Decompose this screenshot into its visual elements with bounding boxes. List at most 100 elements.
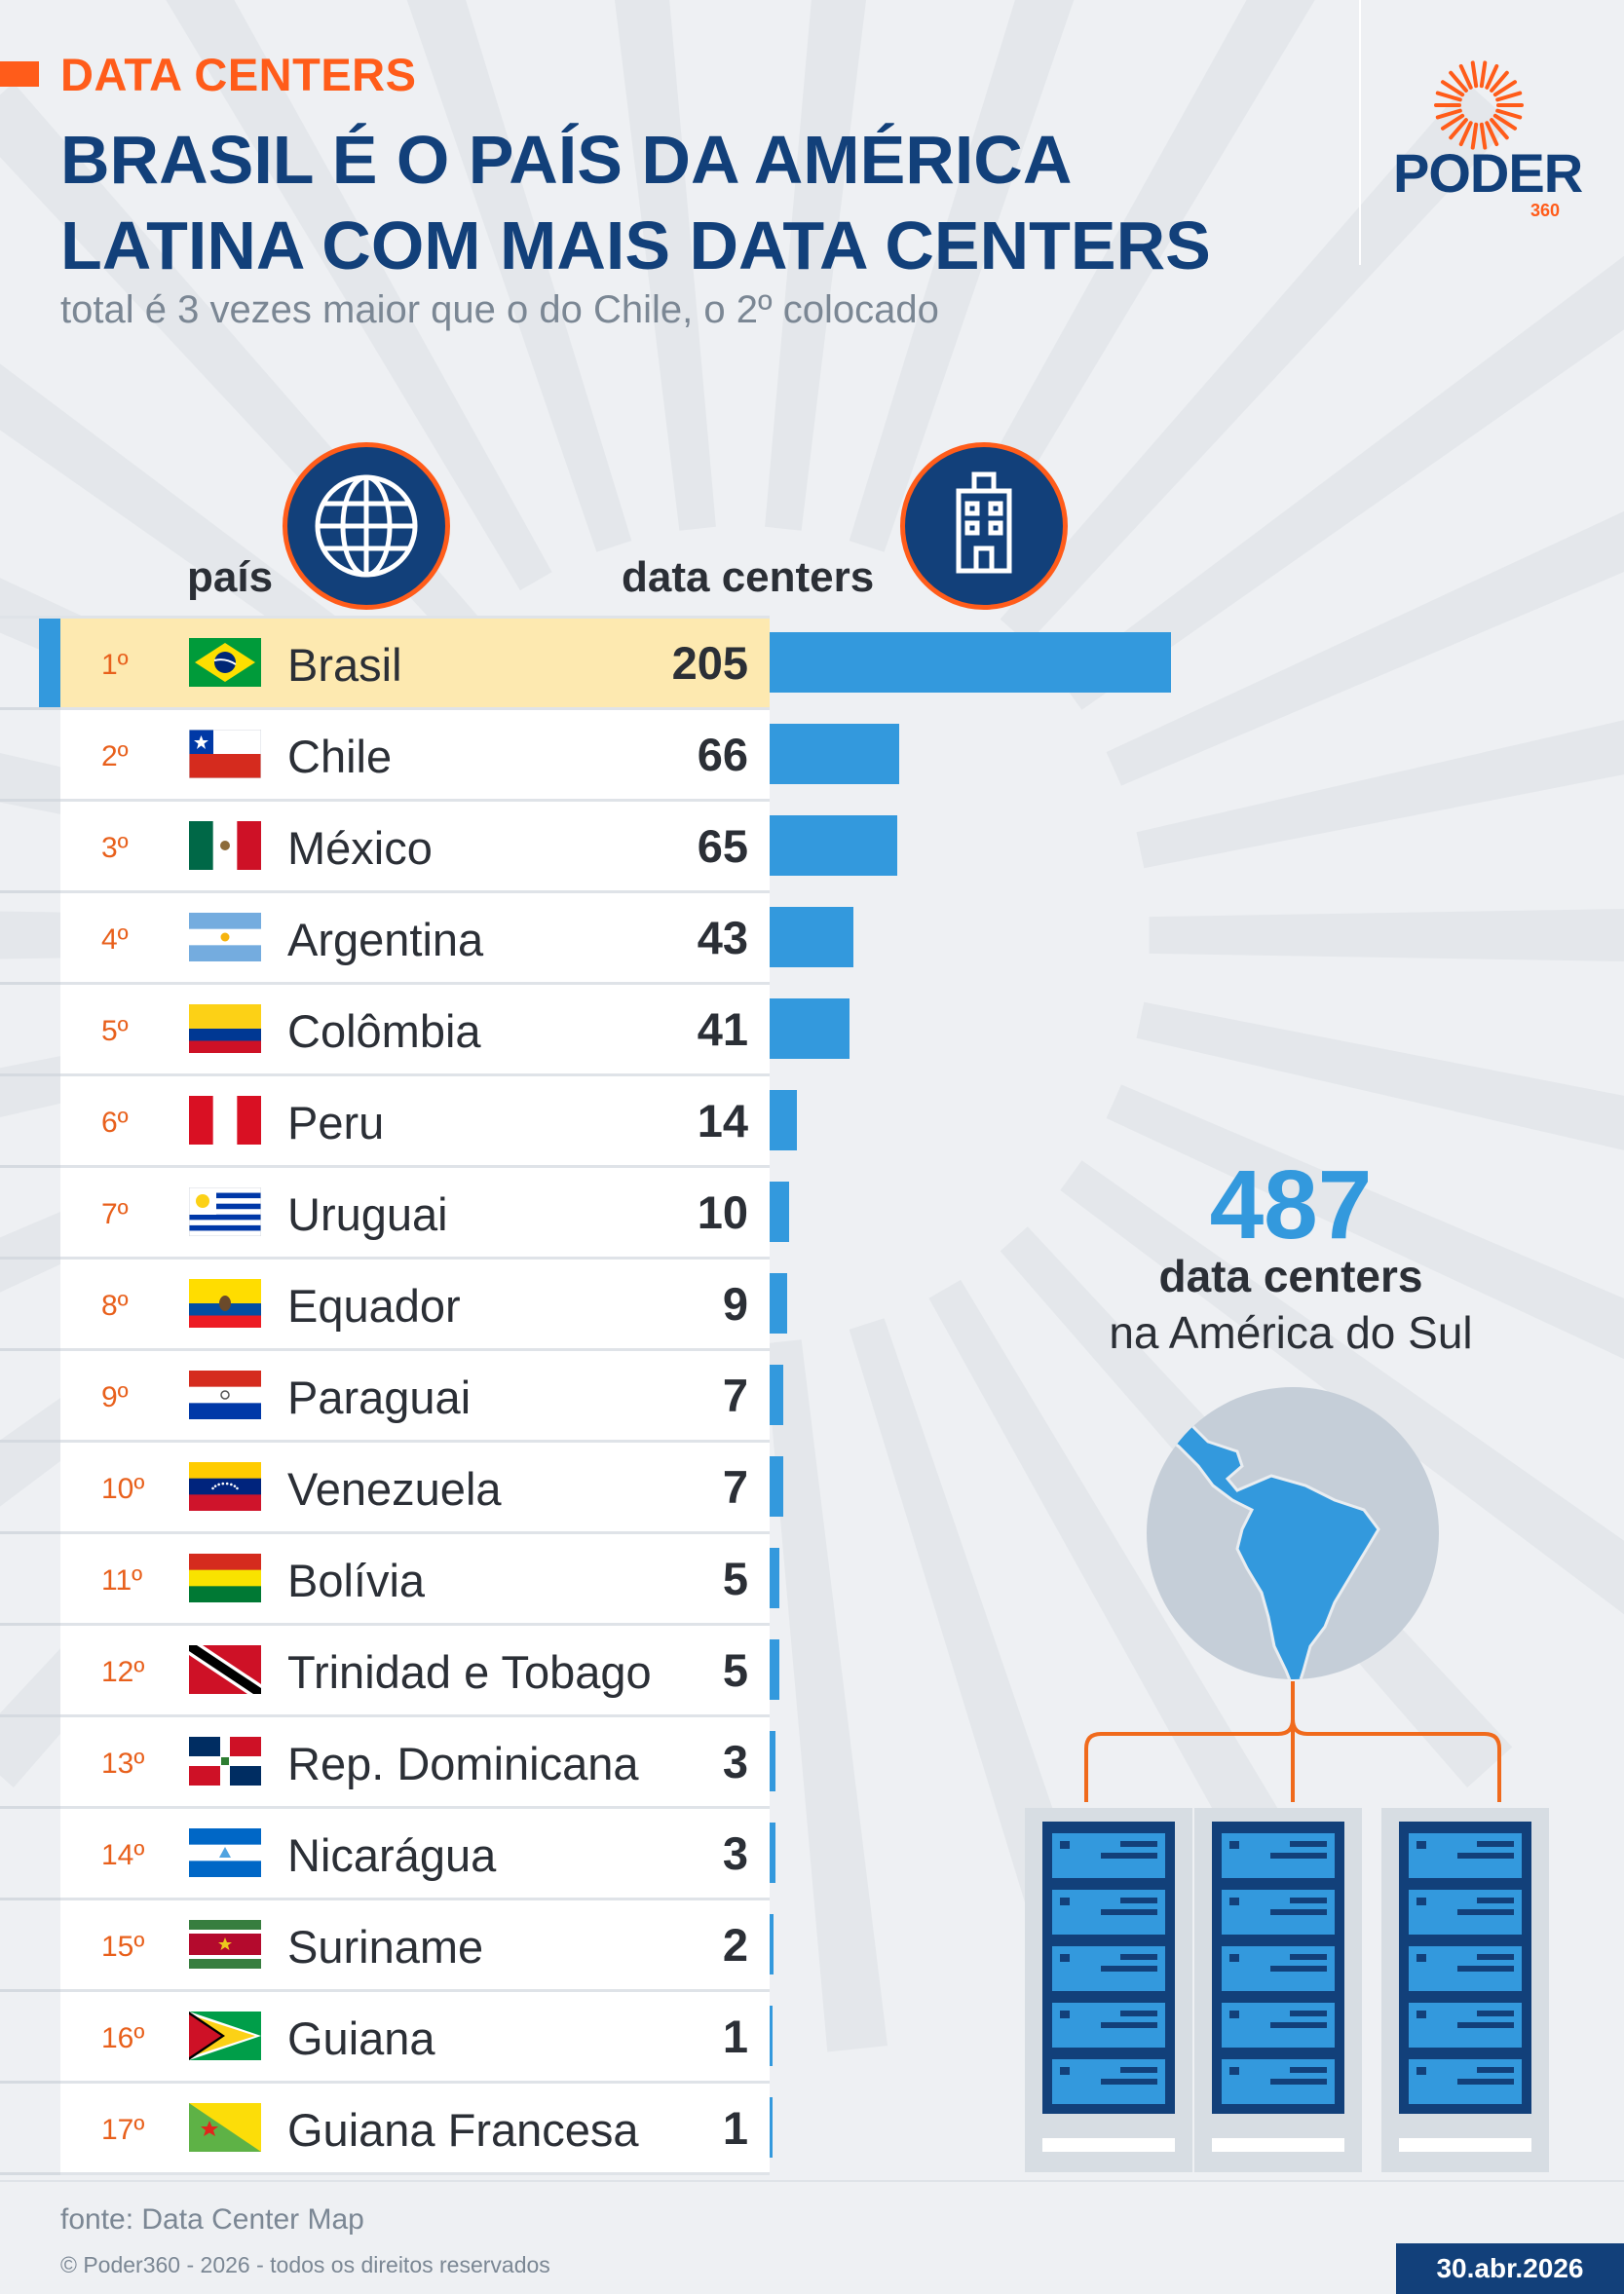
row-background [60, 710, 770, 799]
bar [770, 1182, 789, 1242]
table-row: 14º Nicarágua 3 [0, 1809, 1624, 1900]
value-label: 7 [722, 1461, 748, 1513]
value-label: 5 [722, 1644, 748, 1696]
value-label: 1 [722, 2011, 748, 2062]
source-note: fonte: Data Center Map [60, 2203, 364, 2236]
table-row: 8º Equador 9 [0, 1260, 1624, 1351]
country-name: Bolívia [287, 1555, 426, 1606]
value-label: 10 [697, 1186, 748, 1238]
row-stub-line [0, 1257, 60, 1260]
table-row: 3º México 65 [0, 802, 1624, 893]
row-divider [60, 982, 770, 985]
country-name: Peru [287, 1097, 385, 1148]
bar [770, 1090, 797, 1150]
table-top-divider [0, 616, 770, 619]
rank-label: 8º [101, 1290, 129, 1322]
bar [770, 1456, 783, 1517]
row-stub-line [0, 1989, 60, 1992]
flag-icon [189, 1187, 261, 1236]
kicker-label: DATA CENTERS [60, 49, 417, 100]
logo-wordmark: PODER [1393, 142, 1583, 204]
table-row: 2º Chile 66 [0, 710, 1624, 802]
rank-label: 3º [101, 832, 129, 864]
value-label: 3 [722, 1827, 748, 1879]
poder360-sun-icon [1434, 60, 1524, 150]
bar [770, 632, 1171, 693]
flag-icon [189, 2012, 261, 2060]
bar [770, 2097, 773, 2158]
bar [770, 1639, 779, 1700]
row-stub-line [0, 1714, 60, 1717]
table-row: 12º Trinidad e Tobago 5 [0, 1626, 1624, 1717]
flag-icon [189, 730, 261, 778]
table-row: 6º Peru 14 [0, 1076, 1624, 1168]
flag-icon [189, 1737, 261, 1786]
flag-icon [189, 1371, 261, 1419]
rank-label: 17º [101, 2114, 145, 2146]
bar [770, 1823, 775, 1883]
row-background [60, 985, 770, 1073]
flag-icon [189, 1828, 261, 1877]
row-stub-line [0, 1165, 60, 1168]
row-divider [60, 1623, 770, 1626]
row-background [60, 1168, 770, 1257]
table-row: 16º Guiana 1 [0, 1992, 1624, 2084]
bar [770, 907, 853, 967]
row-divider [60, 1165, 770, 1168]
row-stub-line [0, 799, 60, 802]
value-label: 41 [697, 1003, 748, 1055]
row-divider [60, 2172, 770, 2175]
building-icon [900, 442, 1068, 610]
country-name: Venezuela [287, 1463, 502, 1515]
row-divider [60, 1806, 770, 1809]
row-divider [60, 1257, 770, 1260]
row-background [60, 2084, 770, 2172]
country-name: Brasil [287, 639, 402, 691]
table-row: 13º Rep. Dominicana 3 [0, 1717, 1624, 1809]
row-divider [60, 1898, 770, 1900]
total-label-line-2: na América do Sul [1109, 1307, 1473, 1358]
value-label: 9 [722, 1278, 748, 1330]
row-stub-line [0, 1531, 60, 1534]
publication-date-badge: 30.abr.2026 [1396, 2243, 1624, 2294]
flag-icon [189, 1004, 261, 1053]
country-name: Nicarágua [287, 1829, 497, 1881]
table-row: 17º Guiana Francesa 1 [0, 2084, 1624, 2175]
row-divider [60, 1531, 770, 1534]
row-divider [60, 1073, 770, 1076]
logo-divider [1359, 0, 1361, 265]
country-name: Trinidad e Tobago [287, 1646, 652, 1698]
row-divider [60, 707, 770, 710]
country-name: Uruguai [287, 1188, 448, 1240]
highlight-marker [39, 619, 60, 707]
flag-icon [189, 1462, 261, 1511]
row-stub-line [0, 1073, 60, 1076]
flag-icon [189, 821, 261, 870]
table-row: 4º Argentina 43 [0, 893, 1624, 985]
rank-label: 2º [101, 740, 129, 772]
row-divider [60, 1348, 770, 1351]
page-subtitle: total é 3 vezes maior que o do Chile, o … [60, 288, 939, 331]
value-label: 5 [722, 1553, 748, 1604]
row-divider [60, 1440, 770, 1443]
bar [770, 2006, 773, 2066]
country-name: México [287, 822, 433, 874]
row-stub-line [0, 890, 60, 893]
country-name: Suriname [287, 1921, 484, 1973]
row-background [60, 802, 770, 890]
row-background [60, 1260, 770, 1348]
row-background [60, 1992, 770, 2081]
row-stub-line [0, 707, 60, 710]
row-stub-line [0, 1806, 60, 1809]
bar [770, 724, 899, 784]
row-background [60, 1443, 770, 1531]
value-label: 2 [722, 1919, 748, 1971]
rank-label: 4º [101, 923, 129, 956]
bar [770, 1914, 774, 1974]
server-rack-icon [1194, 1808, 1362, 2172]
row-divider [60, 1989, 770, 1992]
row-stub-line [0, 2172, 60, 2175]
table-row: 1º Brasil 205 [0, 619, 1624, 710]
table-row: 5º Colômbia 41 [0, 985, 1624, 1076]
page-title: BRASIL É O PAÍS DA AMÉRICA LATINA COM MA… [60, 117, 1327, 288]
